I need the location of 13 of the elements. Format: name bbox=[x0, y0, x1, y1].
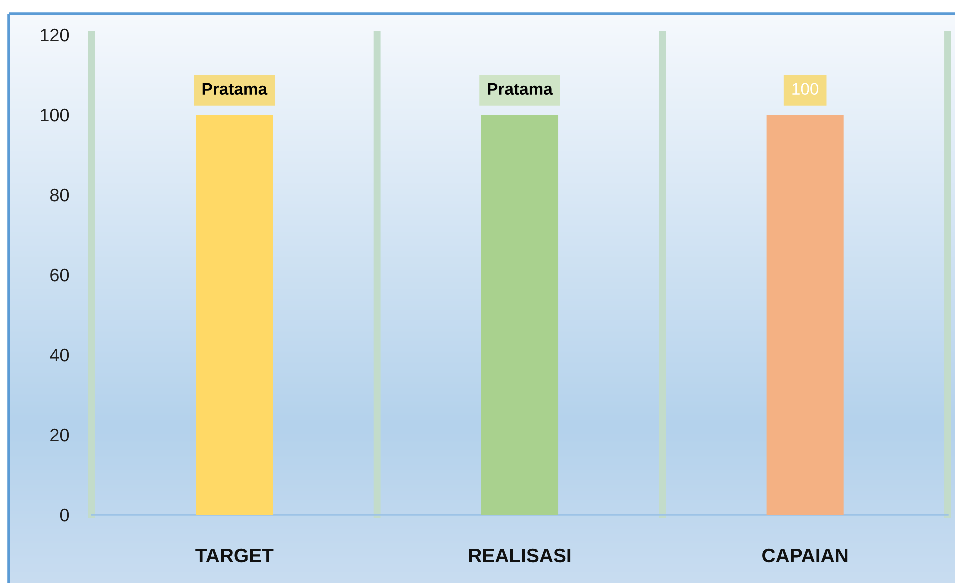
y-tick-label: 100 bbox=[41, 108, 70, 122]
data-label: Pratama bbox=[202, 83, 268, 96]
y-tick-label: 60 bbox=[50, 268, 70, 282]
y-tick-label: 40 bbox=[50, 348, 70, 362]
x-tick-label: CAPAIAN bbox=[762, 548, 848, 563]
x-tick-label: TARGET bbox=[196, 548, 274, 563]
x-tick-label: REALISASI bbox=[469, 548, 571, 563]
data-label: 100 bbox=[792, 83, 819, 96]
y-tick-label: 120 bbox=[41, 28, 70, 42]
y-tick-label: 0 bbox=[60, 508, 70, 522]
y-tick-label: 20 bbox=[50, 428, 70, 442]
y-tick-label: 80 bbox=[50, 188, 70, 202]
data-label: Pratama bbox=[488, 83, 553, 96]
